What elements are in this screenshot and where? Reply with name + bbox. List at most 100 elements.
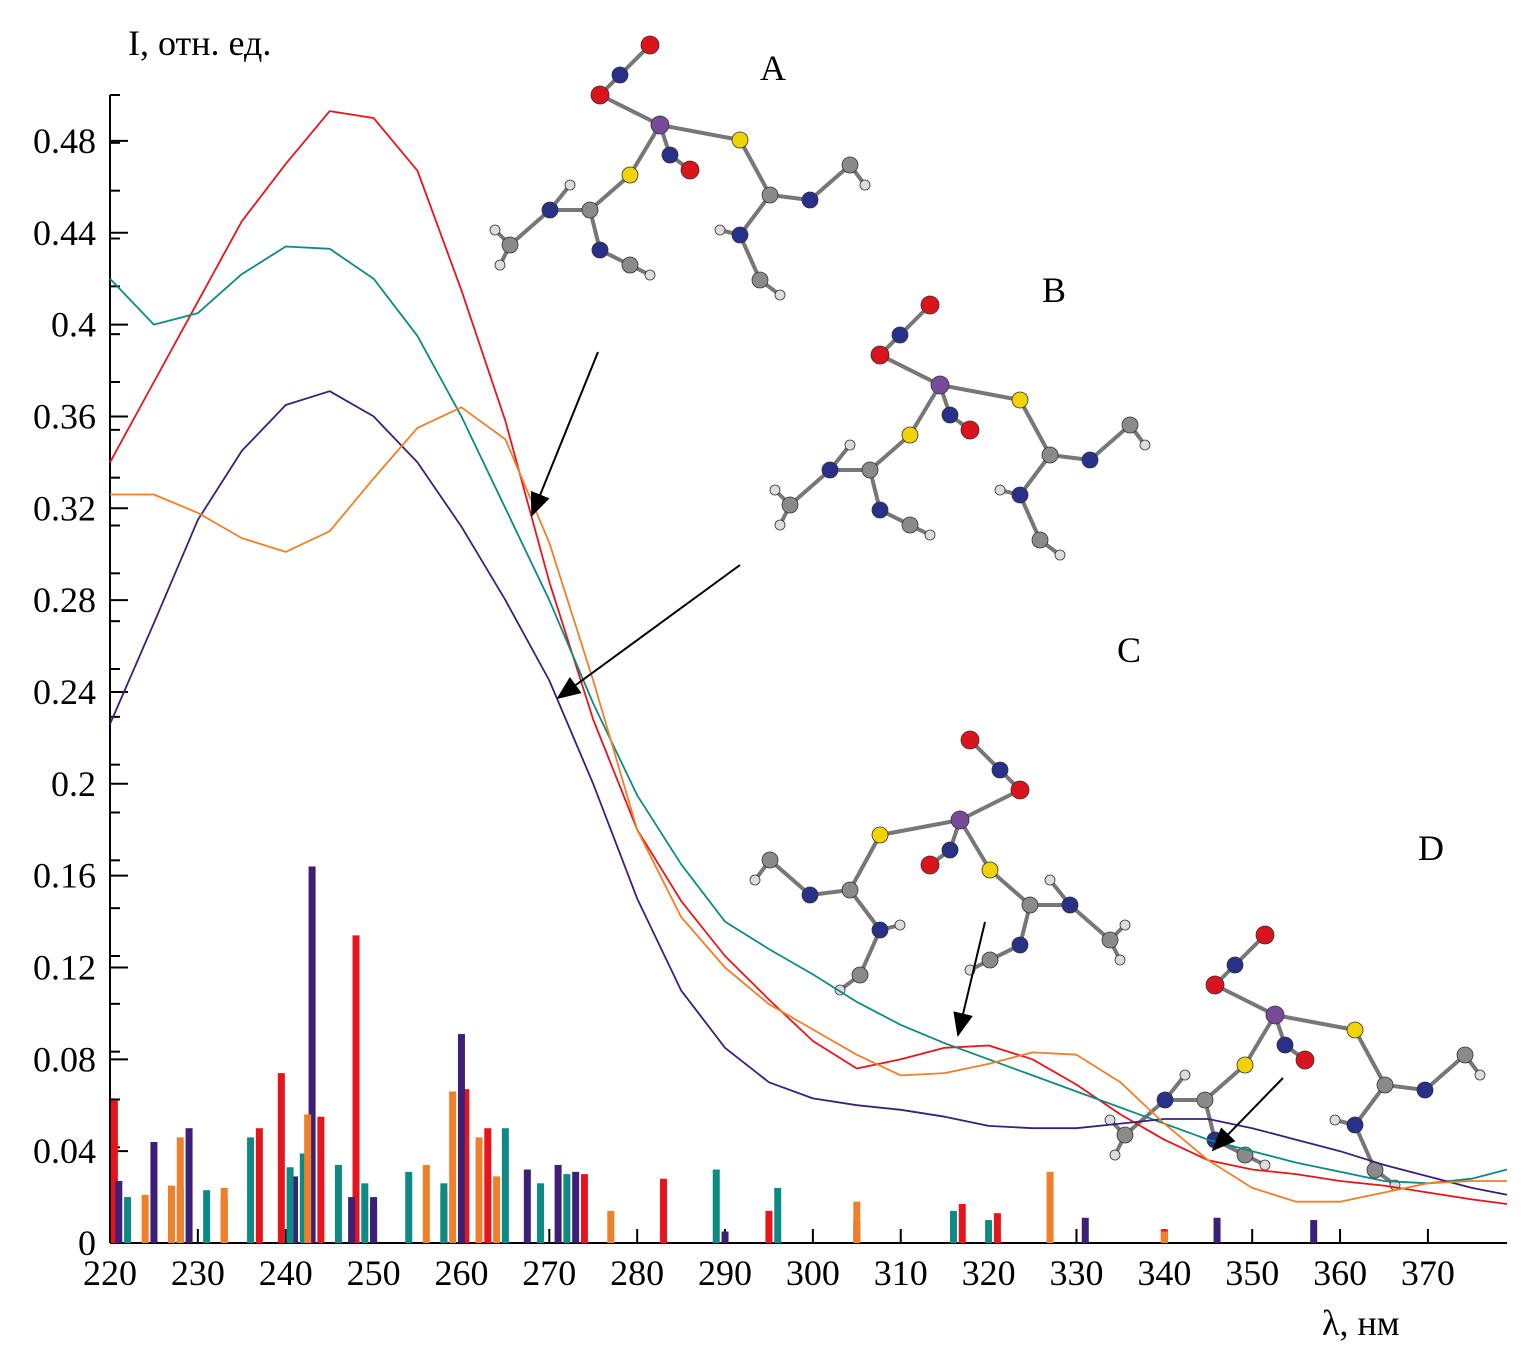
bar [765,1210,773,1243]
atom [769,484,781,496]
atom [894,919,906,931]
atom [1456,1046,1474,1064]
bar [352,935,360,1243]
atom [994,484,1006,496]
bond [508,208,552,247]
atom [611,66,629,84]
atom [1054,549,1066,561]
bond [1214,983,1276,1017]
bar [958,1203,966,1243]
bar [370,1197,378,1243]
bar [523,1169,531,1243]
atom [749,874,761,886]
bar [220,1187,228,1243]
y-tick-label: 0.12 [33,947,96,987]
bar [563,1174,571,1243]
y-tick-label: 0.4 [51,305,96,345]
bond [1423,1053,1467,1092]
atom [1276,1036,1294,1054]
bar [304,1114,312,1243]
bar [484,1128,492,1243]
bar [141,1194,149,1243]
molecule [489,35,871,301]
bar [277,1073,285,1243]
bar [255,1128,263,1243]
annotation: D [1418,828,1444,868]
bar [185,1128,193,1243]
atom [781,496,799,514]
atom [1205,975,1225,995]
atom [930,375,950,395]
y-axis-label: I, отн. ед. [128,23,271,63]
bond [879,818,961,837]
bar [493,1176,501,1243]
bar [501,1128,509,1243]
bar [440,1183,448,1243]
atom [960,420,980,440]
bar [176,1137,184,1243]
bond [659,123,741,142]
atom [941,406,959,424]
atom [1011,391,1029,409]
bar [660,1178,668,1243]
x-tick-label: 340 [1137,1253,1191,1293]
x-tick-label: 350 [1225,1253,1279,1293]
bar [334,1164,342,1243]
atom [981,861,999,879]
atom [1011,486,1029,504]
atom [1179,1069,1191,1081]
bar [317,1116,325,1243]
atom [891,326,909,344]
bond [1123,1098,1167,1137]
atom [541,201,559,219]
atom [901,426,919,444]
bar [537,1183,545,1243]
atom [871,826,889,844]
atom [774,519,786,531]
atom [564,179,576,191]
atom [774,289,786,301]
y-tick-label: 0.2 [51,764,96,804]
annotation: C [1117,630,1141,670]
bond [868,433,912,472]
x-tick-label: 370 [1401,1253,1455,1293]
bar [124,1197,132,1243]
bond [628,123,662,177]
atom [731,226,749,244]
atom [644,269,656,281]
atom [1346,1021,1364,1039]
atom [489,224,501,236]
atom [821,461,839,479]
atom [1474,1069,1486,1081]
x-tick-label: 250 [347,1253,401,1293]
atom [494,259,506,271]
atom [1121,416,1139,434]
y-tick-label: 0.04 [33,1131,96,1171]
atom [621,166,639,184]
atom [1011,936,1029,954]
bond [879,353,941,387]
x-tick-label: 290 [698,1253,752,1293]
plot-area: 0 0.04 0.08 0.12 0.16 0.2 0.24 0.28 0.32 0.36 0.4 0… [33,94,1508,1293]
atom [801,886,819,904]
arrows [530,351,1284,1152]
y-tick-label: 0.44 [33,213,96,253]
arrow [953,921,986,1037]
atom [950,810,970,830]
bar [1310,1220,1318,1243]
bond [738,139,772,196]
bar [721,1231,729,1243]
atom [901,516,919,534]
bond [808,163,852,202]
bond [1068,903,1112,942]
x-tick-label: 330 [1049,1253,1103,1293]
line [110,406,1507,1203]
bar [405,1171,413,1243]
atom [871,501,889,519]
molecule [749,730,1131,996]
atom [661,146,679,164]
atom [761,186,779,204]
atom [1021,896,1039,914]
atom [844,439,856,451]
atom [960,730,980,750]
